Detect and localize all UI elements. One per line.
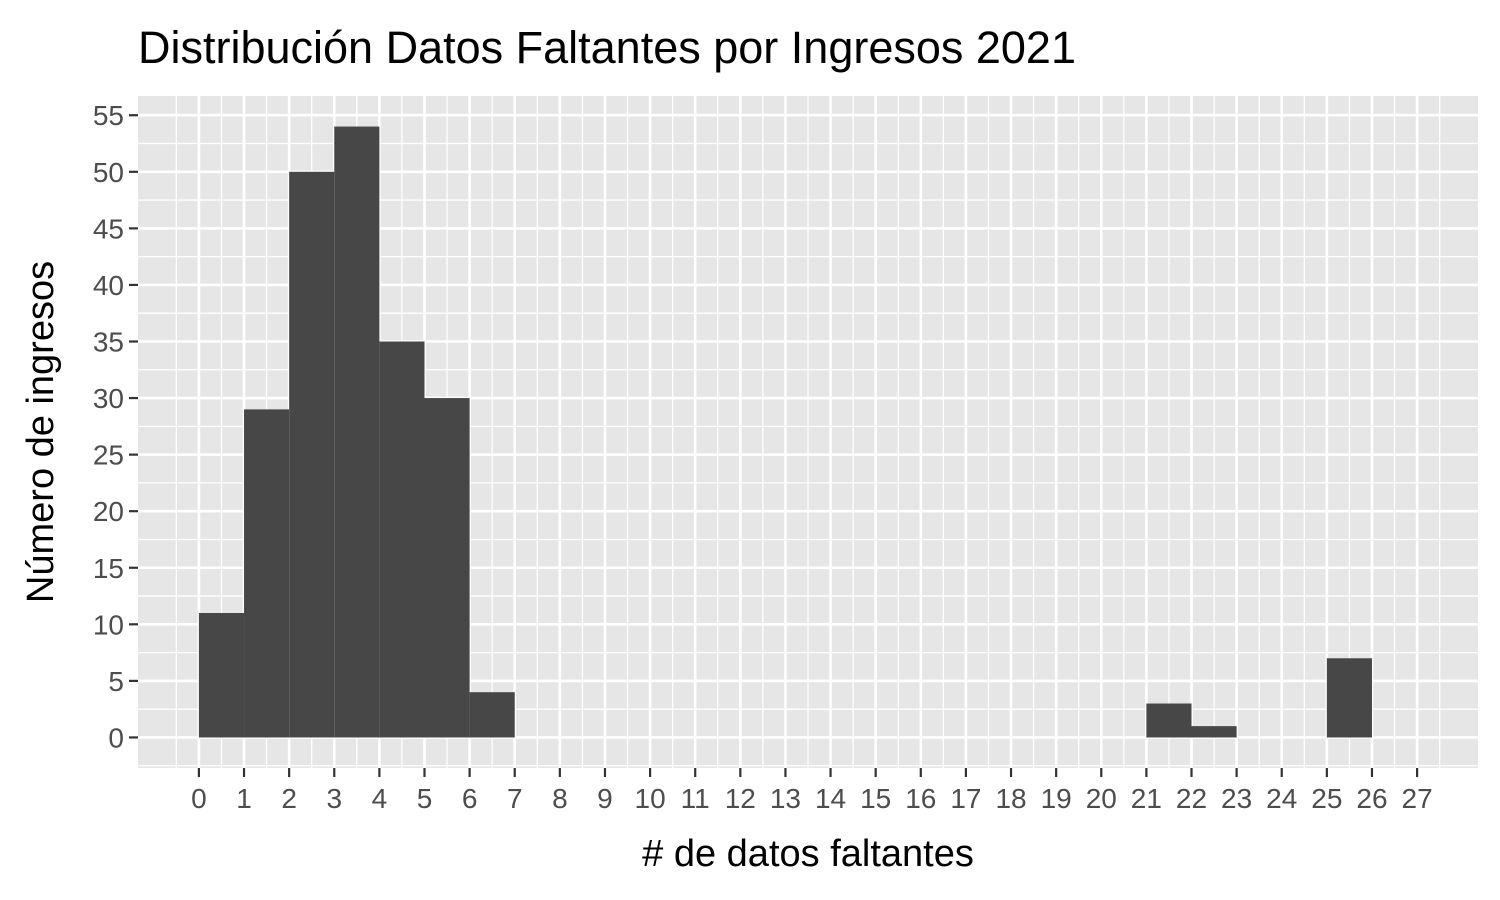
x-tick-label: 17: [950, 783, 981, 814]
x-tick-label: 2: [281, 783, 297, 814]
x-tick-label: 16: [905, 783, 936, 814]
x-tick-label: 25: [1311, 783, 1342, 814]
x-tick-label: 3: [326, 783, 342, 814]
histogram-bar: [1326, 658, 1372, 738]
y-tick-label: 25: [93, 440, 124, 471]
x-tick-label: 12: [725, 783, 756, 814]
histogram-bar: [1191, 726, 1237, 738]
x-tick-label: 18: [995, 783, 1026, 814]
x-tick-label: 15: [860, 783, 891, 814]
y-tick-label: 5: [108, 666, 124, 697]
y-tick-label: 40: [93, 270, 124, 301]
y-tick-label: 50: [93, 157, 124, 188]
x-tick-label: 1: [236, 783, 252, 814]
y-tick-label: 10: [93, 609, 124, 640]
x-tick-label: 22: [1176, 783, 1207, 814]
histogram-bar: [244, 409, 290, 738]
x-tick-label: 4: [372, 783, 388, 814]
x-tick-label: 19: [1041, 783, 1072, 814]
x-tick-label: 21: [1131, 783, 1162, 814]
x-tick-label: 7: [507, 783, 523, 814]
x-tick-label: 14: [815, 783, 846, 814]
y-tick-label: 45: [93, 213, 124, 244]
x-tick-label: 20: [1086, 783, 1117, 814]
x-axis-ticks: 0 1 2 3 4 5 6 7 8 9 10 11 12 13 14 15 16 17 18 19 20 21 22 23 24…: [191, 768, 1433, 814]
y-tick-label: 0: [108, 722, 124, 753]
x-tick-label: 8: [552, 783, 568, 814]
histogram-bars: [198, 126, 1372, 738]
x-tick-label: 10: [635, 783, 666, 814]
x-tick-label: 24: [1266, 783, 1297, 814]
y-axis-title: Número de ingresos: [20, 261, 62, 603]
x-tick-label: 9: [597, 783, 613, 814]
histogram-bar: [469, 692, 515, 738]
y-tick-label: 15: [93, 553, 124, 584]
histogram-bar: [424, 398, 470, 738]
x-tick-label: 6: [462, 783, 478, 814]
y-tick-label: 55: [93, 100, 124, 131]
histogram-bar: [1146, 703, 1192, 738]
x-tick-label: 5: [417, 783, 433, 814]
y-axis-ticks: 0 5 10 15 20 25 30 35 40 45 50 55: [93, 100, 138, 753]
histogram-bar: [334, 126, 380, 738]
y-tick-label: 20: [93, 496, 124, 527]
chart-title: Distribución Datos Faltantes por Ingreso…: [138, 22, 1076, 73]
y-tick-label: 30: [93, 383, 124, 414]
x-tick-label: 26: [1356, 783, 1387, 814]
x-axis-title: # de datos faltantes: [642, 833, 974, 875]
x-tick-label: 0: [191, 783, 207, 814]
x-tick-label: 13: [770, 783, 801, 814]
y-tick-label: 35: [93, 326, 124, 357]
x-tick-label: 23: [1221, 783, 1252, 814]
histogram-bar: [289, 171, 335, 738]
histogram-bar: [198, 613, 245, 738]
x-tick-label: 11: [681, 783, 710, 814]
histogram-bar: [379, 341, 425, 738]
x-tick-label: 27: [1402, 783, 1433, 814]
